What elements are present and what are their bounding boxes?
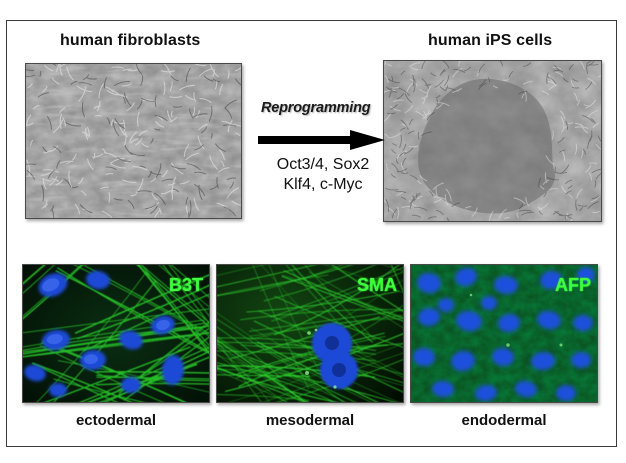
svg-text:SMA: SMA [357, 275, 397, 295]
svg-text:B3T: B3T [169, 275, 203, 295]
svg-text:AFP: AFP [555, 275, 591, 295]
